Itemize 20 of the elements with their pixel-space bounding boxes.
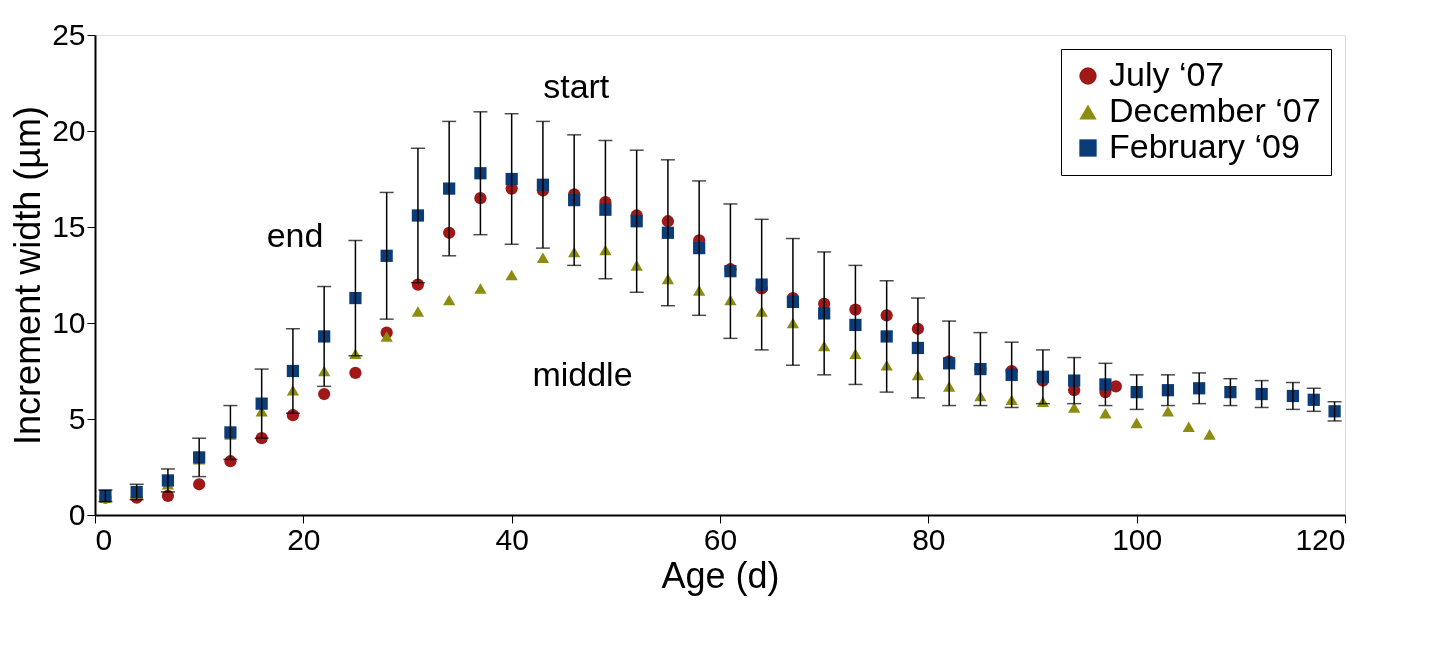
x-tick-label: 20 <box>287 522 321 556</box>
x-tick-label: 60 <box>703 522 738 556</box>
y-tick-label: 5 <box>68 401 86 435</box>
x-tick-label: 0 <box>95 522 113 556</box>
y-tick-label: 15 <box>52 209 86 243</box>
annotation: middle <box>532 354 633 393</box>
y-axis-title: Increment width (µm) <box>7 106 49 445</box>
x-tick-label: 100 <box>1112 522 1163 556</box>
annotation: end <box>266 215 324 254</box>
y-tick-label: 20 <box>52 113 86 147</box>
legend-label: February ‘09 <box>1109 127 1300 165</box>
x-tick-label: 120 <box>1295 522 1346 556</box>
x-axis-title: Age (d) <box>661 554 780 596</box>
x-tick-label: 40 <box>495 522 529 556</box>
y-tick-label: 10 <box>52 305 86 339</box>
y-tick-label: 25 <box>52 17 86 51</box>
legend-label: July ‘07 <box>1109 55 1225 93</box>
annotation: start <box>543 66 610 105</box>
y-tick-label: 0 <box>68 497 86 531</box>
x-tick-label: 80 <box>912 522 946 556</box>
